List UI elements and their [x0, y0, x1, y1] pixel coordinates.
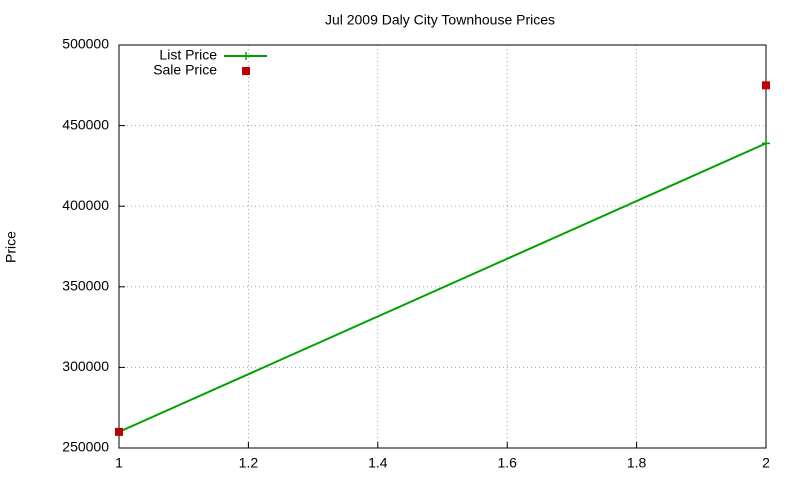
x-tick-label: 1.4 [368, 455, 388, 471]
x-tick-label: 2 [762, 455, 770, 471]
legend-marker [242, 52, 250, 60]
y-tick-label: 250000 [62, 439, 109, 455]
y-axis-label: Price [3, 231, 19, 263]
chart-title: Jul 2009 Daly City Townhouse Prices [325, 12, 555, 28]
legend-label: List Price [159, 47, 217, 63]
x-tick-label: 1.8 [627, 455, 647, 471]
y-tick-label: 350000 [62, 278, 109, 294]
y-tick-label: 450000 [62, 116, 109, 132]
y-tick-label: 400000 [62, 197, 109, 213]
x-tick-label: 1.6 [497, 455, 517, 471]
data-point [762, 81, 770, 90]
y-tick-label: 300000 [62, 358, 109, 374]
legend-label: Sale Price [153, 62, 217, 78]
x-tick-label: 1.2 [239, 455, 259, 471]
y-tick-label: 500000 [62, 36, 109, 52]
x-tick-label: 1 [115, 455, 123, 471]
legend-marker [242, 67, 250, 75]
data-point [115, 427, 123, 436]
plot-frame [118, 44, 767, 449]
series-line [118, 142, 767, 433]
data-point [762, 139, 770, 148]
